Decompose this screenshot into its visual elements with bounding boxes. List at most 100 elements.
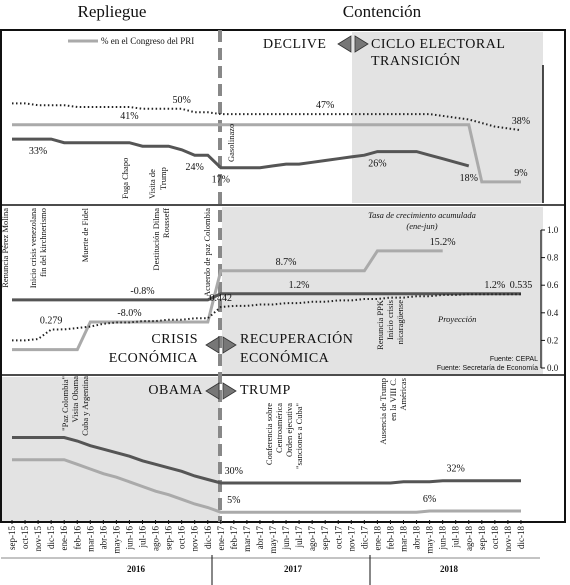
y2-tick-label: 0.8 <box>547 253 559 263</box>
x-tick-label: dic-16 <box>203 526 213 549</box>
x-tick-label: jun-18 <box>438 526 448 551</box>
series-line <box>12 137 470 170</box>
note: Tasa de crecimiento acumulada <box>368 210 476 220</box>
panel-label: DECLIVE <box>263 37 326 52</box>
source: Fuente: CEPAL <box>490 356 538 363</box>
event-label: "sanciones a Cuba" <box>294 403 304 469</box>
event-label: fin del kirchnerismo <box>38 208 48 277</box>
frame <box>0 29 566 523</box>
event-label: Fuga Chapo <box>120 158 130 199</box>
value-label: 1.2% <box>484 280 505 291</box>
x-tick-label: oct-17 <box>333 526 343 549</box>
x-tick-label: ene-16 <box>59 526 69 551</box>
x-tick-label: ago-17 <box>307 526 317 551</box>
value-label: 8.7% <box>276 257 297 268</box>
value-label: 5% <box>227 495 240 506</box>
value-label: 50% <box>172 95 190 106</box>
x-tick-label: sep-17 <box>320 526 330 550</box>
value-label: 9% <box>514 168 527 179</box>
event-label: Acuerdo de paz Colombia <box>202 208 212 297</box>
x-tick-label: jul-17 <box>294 526 304 549</box>
x-tick-label: dic-18 <box>516 526 526 549</box>
panel-label: ECONÓMICA <box>109 349 199 366</box>
note: Proyección <box>437 314 476 324</box>
x-tick-label: ago-16 <box>151 526 161 551</box>
y2-tick-label: 0.2 <box>547 335 558 345</box>
legend-label: % en el Congreso del PRI <box>101 36 194 46</box>
y2-tick-label: 0.4 <box>547 308 559 318</box>
shade <box>2 377 220 521</box>
panel-label: TRUMP <box>240 383 291 398</box>
x-tick-label: sep-16 <box>164 526 174 550</box>
value-label: 15.2% <box>430 237 456 248</box>
series-line <box>12 292 521 302</box>
event-label: Américas <box>398 378 408 411</box>
value-label: 30% <box>225 466 243 477</box>
value-label: 1.2% <box>289 280 310 291</box>
x-tick-label: sep-15 <box>7 526 17 550</box>
x-tick-label: oct-15 <box>20 526 30 549</box>
value-label: 18% <box>460 173 478 184</box>
value-label: 17% <box>212 175 230 186</box>
value-label: 47% <box>316 100 334 111</box>
arrow-left <box>337 35 352 53</box>
x-tick-label: may-17 <box>268 526 278 554</box>
series-line <box>12 458 521 514</box>
series-line <box>12 123 521 184</box>
event-label: Centroamérica <box>274 403 284 453</box>
panel-label: RECUPERACIÓN <box>240 330 353 347</box>
y2-tick-label: 1.0 <box>547 225 559 235</box>
series-line <box>12 102 522 132</box>
panel-label: CRISIS <box>151 332 198 347</box>
value-label: 33% <box>29 146 47 157</box>
phase-title: Repliegue <box>78 2 147 21</box>
value-label: 24% <box>186 162 204 173</box>
x-tick-label: nov-15 <box>33 526 43 552</box>
y2-tick-label: 0.6 <box>547 280 559 290</box>
value-label: 41% <box>120 111 138 122</box>
value-label: -8.0% <box>117 308 141 319</box>
event-label: en la VIII C. <box>388 378 398 421</box>
x-tick-label: ene-18 <box>372 526 382 551</box>
panel-label: ECONÓMICA <box>240 349 330 366</box>
x-tick-label: may-18 <box>425 526 435 554</box>
y2-tick-label: 0.0 <box>547 363 559 373</box>
x-tick-label: abr-17 <box>255 526 265 550</box>
arrows <box>205 35 369 400</box>
x-tick-label: mar-16 <box>85 526 95 552</box>
value-label: 0.442 <box>210 293 233 304</box>
x-tick-label: mar-18 <box>399 526 409 552</box>
arrow-right <box>222 336 237 354</box>
arrow-left <box>205 382 220 400</box>
value-label: 38% <box>512 116 530 127</box>
shade <box>222 207 543 374</box>
x-tick-label: nov-18 <box>503 526 513 552</box>
panel-label: TRANSICIÓN <box>371 52 461 69</box>
value-label: 26% <box>368 159 386 170</box>
event-label: Visita Obama <box>70 376 80 423</box>
value-label: 32% <box>447 464 465 475</box>
event-label: Renuncia Pérez Molina <box>0 208 10 288</box>
x-tick-label: ene-17 <box>216 526 226 551</box>
x-tick-label: mar-17 <box>242 526 252 552</box>
value-label: -0.8% <box>130 286 154 297</box>
panel-label: CICLO ELECTORAL <box>371 37 505 52</box>
x-tick-label: jun-17 <box>281 526 291 551</box>
x-tick-label: oct-18 <box>490 526 500 549</box>
series-line <box>12 249 443 352</box>
event-label: nicaragüense <box>395 300 405 345</box>
x-tick-label: ago-18 <box>464 526 474 551</box>
x-tick-label: abr-18 <box>412 526 422 550</box>
value-label: 0.535 <box>510 280 533 291</box>
x-tick-label: feb-16 <box>72 526 82 550</box>
event-label: Inicio crisis <box>385 300 395 340</box>
arrow-right <box>222 382 237 400</box>
x-tick-label: sep-18 <box>477 526 487 550</box>
value-label: 6% <box>423 494 436 505</box>
event-label: Inicio crisis venezolana <box>28 208 38 288</box>
x-tick-label: dic-15 <box>46 526 56 549</box>
value-label: 0.279 <box>40 315 63 326</box>
arrow-left <box>205 336 220 354</box>
event-label: Destitución Dilma <box>151 208 161 271</box>
